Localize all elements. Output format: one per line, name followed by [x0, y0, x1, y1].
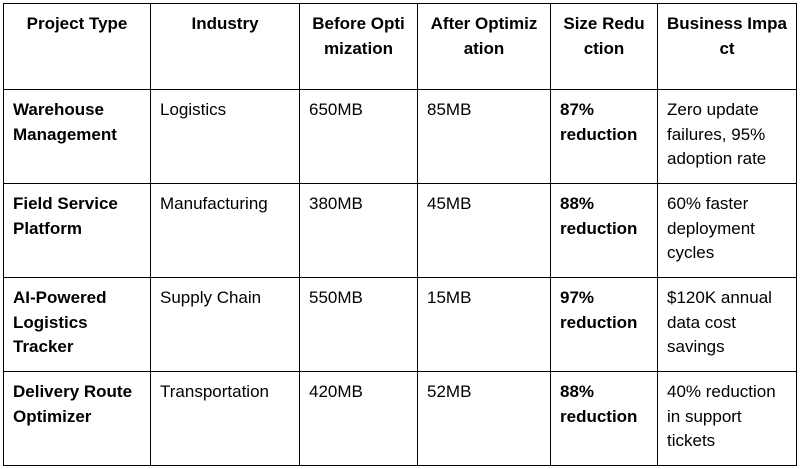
table-row: Warehouse Management Logistics 650MB 85M…	[3, 89, 797, 184]
cell-after: 85MB	[417, 89, 551, 184]
cell-reduction: 87% reduction	[550, 89, 658, 184]
cell-project-type: Warehouse Management	[3, 89, 151, 184]
cell-industry: Logistics	[150, 89, 300, 184]
cell-project-type: AI-Powered Logistics Tracker	[3, 277, 151, 372]
cell-project-type: Field Service Platform	[3, 183, 151, 278]
table-row: Field Service Platform Manufacturing 380…	[3, 183, 797, 278]
cell-impact: 40% reduction in support tickets	[657, 371, 797, 466]
cell-industry: Manufacturing	[150, 183, 300, 278]
table-row: Delivery Route Optimizer Transportation …	[3, 371, 797, 466]
table-row: AI-Powered Logistics Tracker Supply Chai…	[3, 277, 797, 372]
header-business-impact: Business Impact	[657, 3, 797, 90]
table-header-row: Project Type Industry Before Optimizatio…	[3, 3, 797, 90]
cell-industry: Transportation	[150, 371, 300, 466]
cell-after: 52MB	[417, 371, 551, 466]
cell-reduction: 88% reduction	[550, 371, 658, 466]
cell-after: 45MB	[417, 183, 551, 278]
cell-after: 15MB	[417, 277, 551, 372]
header-after-optimization: After Optimization	[417, 3, 551, 90]
cell-impact: $120K annual data cost savings	[657, 277, 797, 372]
cell-before: 650MB	[299, 89, 418, 184]
cell-before: 420MB	[299, 371, 418, 466]
header-project-type: Project Type	[3, 3, 151, 90]
cell-reduction: 88% reduction	[550, 183, 658, 278]
header-before-optimization: Before Optimization	[299, 3, 418, 90]
cell-industry: Supply Chain	[150, 277, 300, 372]
optimization-results-table: Project Type Industry Before Optimizatio…	[3, 3, 797, 466]
header-industry: Industry	[150, 3, 300, 90]
cell-impact: Zero update failures, 95% adoption rate	[657, 89, 797, 184]
cell-before: 380MB	[299, 183, 418, 278]
cell-before: 550MB	[299, 277, 418, 372]
cell-reduction: 97% reduction	[550, 277, 658, 372]
cell-project-type: Delivery Route Optimizer	[3, 371, 151, 466]
cell-impact: 60% faster deployment cycles	[657, 183, 797, 278]
header-size-reduction: Size Reduction	[550, 3, 658, 90]
